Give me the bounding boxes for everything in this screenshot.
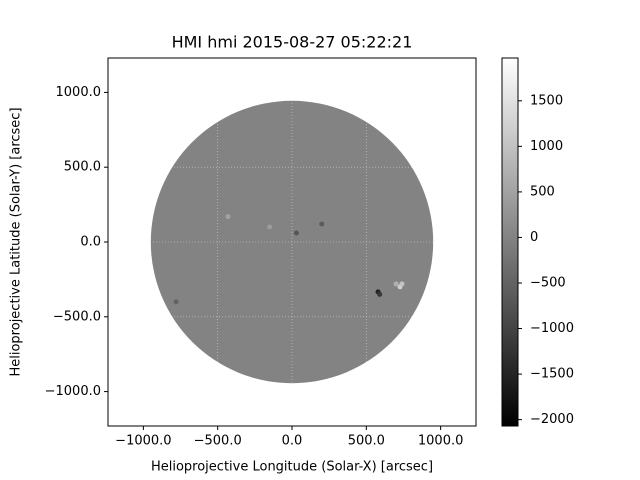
magnetic-feature	[267, 224, 273, 230]
colorbar-tick-label: 1500	[530, 93, 563, 108]
colorbar-tick-label: 500	[530, 184, 555, 199]
x-axis-label: Helioprojective Longitude (Solar-X) [arc…	[151, 460, 433, 475]
axes-frame	[107, 57, 477, 427]
y-tick-label: 1000.0	[56, 85, 102, 100]
magnetic-feature	[319, 221, 325, 227]
magnetic-feature	[377, 291, 383, 297]
x-tick-label: −1000.0	[115, 434, 171, 449]
y-tick-label: 0.0	[80, 235, 101, 250]
x-tick-label: 0.0	[282, 434, 303, 449]
colorbar-tick-label: −1500	[530, 367, 574, 382]
magnetic-feature	[173, 299, 179, 305]
colorbar-tick-label: −1000	[530, 321, 574, 336]
x-tick-label: 500.0	[348, 434, 385, 449]
magnetic-feature	[293, 230, 299, 236]
magnetic-feature	[399, 281, 405, 287]
x-tick-label: −500.0	[194, 434, 242, 449]
chart-title: HMI hmi 2015-08-27 05:22:21	[172, 33, 413, 52]
y-tick-label: −1000.0	[45, 384, 101, 399]
colorbar-tick-label: −500	[530, 275, 566, 290]
y-tick-label: −500.0	[53, 309, 101, 324]
magnetic-feature	[225, 214, 231, 220]
y-tick-label: 500.0	[64, 160, 101, 175]
y-axis-label: Helioprojective Latitude (Solar-Y) [arcs…	[9, 107, 24, 376]
colorbar-tick-label: 1000	[530, 139, 563, 154]
colorbar-tick-label: −2000	[530, 412, 574, 427]
x-tick-label: 1000.0	[418, 434, 464, 449]
colorbar-tick-label: 0	[530, 230, 538, 245]
magnetic-feature	[393, 281, 399, 287]
colorbar	[501, 57, 519, 427]
